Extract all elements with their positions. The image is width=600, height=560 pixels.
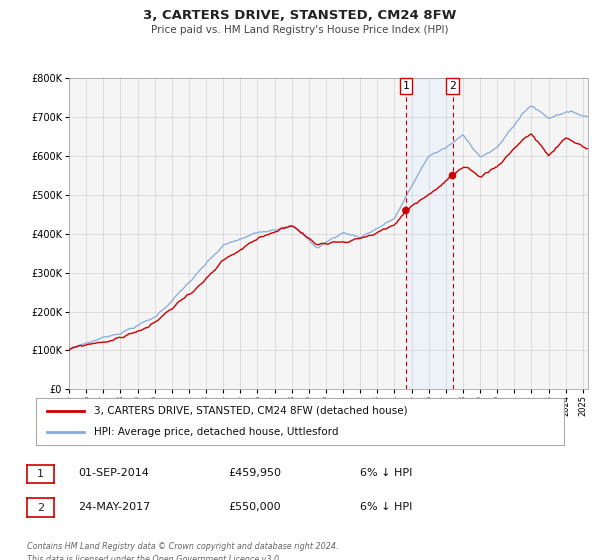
Text: 24-MAY-2017: 24-MAY-2017 (78, 502, 150, 512)
Text: 6% ↓ HPI: 6% ↓ HPI (360, 502, 412, 512)
Point (448, 171, 457, 180)
Text: 2: 2 (37, 503, 44, 512)
Text: 6% ↓ HPI: 6% ↓ HPI (360, 468, 412, 478)
Text: 1: 1 (37, 469, 44, 479)
Text: 3, CARTERS DRIVE, STANSTED, CM24 8FW (detached house): 3, CARTERS DRIVE, STANSTED, CM24 8FW (de… (94, 406, 408, 416)
Text: £550,000: £550,000 (228, 502, 281, 512)
Text: 3, CARTERS DRIVE, STANSTED, CM24 8FW: 3, CARTERS DRIVE, STANSTED, CM24 8FW (143, 9, 457, 22)
Text: HPI: Average price, detached house, Uttlesford: HPI: Average price, detached house, Uttl… (94, 427, 338, 437)
Text: 1: 1 (403, 81, 409, 91)
Text: Price paid vs. HM Land Registry's House Price Index (HPI): Price paid vs. HM Land Registry's House … (151, 25, 449, 35)
Text: £459,950: £459,950 (228, 468, 281, 478)
Text: 2: 2 (449, 81, 456, 91)
Point (401, 206, 411, 215)
Text: Contains HM Land Registry data © Crown copyright and database right 2024.
This d: Contains HM Land Registry data © Crown c… (27, 542, 338, 560)
Bar (406, 78, 452, 389)
Text: 01-SEP-2014: 01-SEP-2014 (78, 468, 149, 478)
